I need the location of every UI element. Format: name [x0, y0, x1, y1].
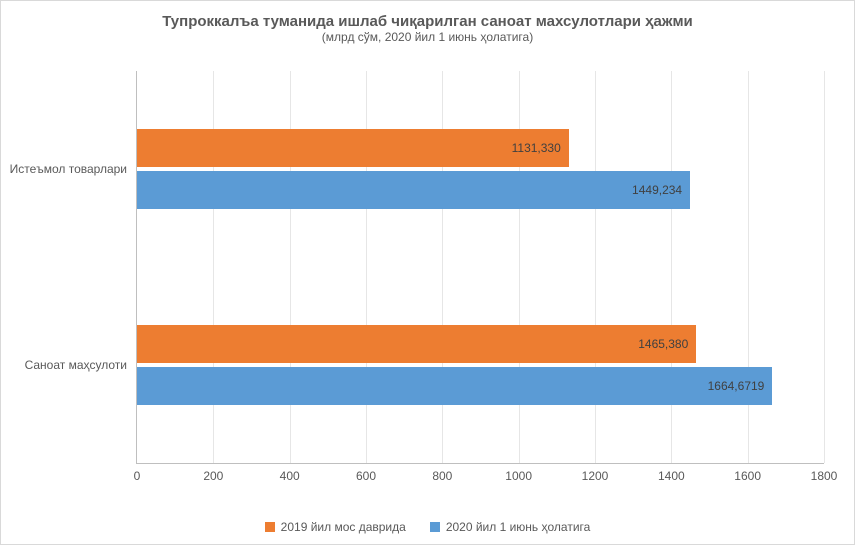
- x-tick-label: 1400: [658, 463, 685, 483]
- x-tick-label: 1600: [734, 463, 761, 483]
- legend-item: 2020 йил 1 июнь ҳолатига: [430, 520, 591, 534]
- x-tick-label: 200: [203, 463, 223, 483]
- chart-title: Тупроккалъа туманида ишлаб чиқарилган са…: [21, 13, 834, 30]
- x-tick-label: 600: [356, 463, 376, 483]
- x-tick-label: 1200: [582, 463, 609, 483]
- legend-swatch: [265, 522, 275, 532]
- legend-label: 2019 йил мос даврида: [281, 520, 406, 534]
- y-axis-label: Саноат маҳсулоти: [25, 358, 137, 372]
- title-block: Тупроккалъа туманида ишлаб чиқарилган са…: [21, 13, 834, 44]
- bar: 1131,330: [137, 129, 569, 167]
- chart-container: Тупроккалъа туманида ишлаб чиқарилган са…: [0, 0, 855, 545]
- legend-swatch: [430, 522, 440, 532]
- bar-value-label: 1465,380: [638, 337, 688, 351]
- x-tick-label: 1800: [811, 463, 838, 483]
- chart-subtitle: (млрд сўм, 2020 йил 1 июнь ҳолатига): [21, 30, 834, 44]
- x-tick-label: 0: [134, 463, 141, 483]
- bar: 1465,380: [137, 325, 696, 363]
- category-group: Истеъмол товарлари1131,3301449,234: [137, 129, 824, 209]
- legend: 2019 йил мос даврида 2020 йил 1 июнь ҳола…: [1, 520, 854, 534]
- category-group: Саноат маҳсулоти1465,3801664,6719: [137, 325, 824, 405]
- legend-label: 2020 йил 1 июнь ҳолатига: [446, 520, 591, 534]
- bar-value-label: 1449,234: [632, 183, 682, 197]
- bar: 1449,234: [137, 171, 690, 209]
- y-axis-label: Истеъмол товарлари: [10, 162, 137, 176]
- bar-value-label: 1664,6719: [708, 379, 765, 393]
- plot-area: 020040060080010001200140016001800Истеъмо…: [136, 71, 824, 464]
- gridline: [824, 71, 825, 463]
- x-tick-label: 1000: [505, 463, 532, 483]
- x-tick-label: 400: [280, 463, 300, 483]
- legend-item: 2019 йил мос даврида: [265, 520, 406, 534]
- x-tick-label: 800: [432, 463, 452, 483]
- bar-value-label: 1131,330: [512, 141, 561, 155]
- bar: 1664,6719: [137, 367, 772, 405]
